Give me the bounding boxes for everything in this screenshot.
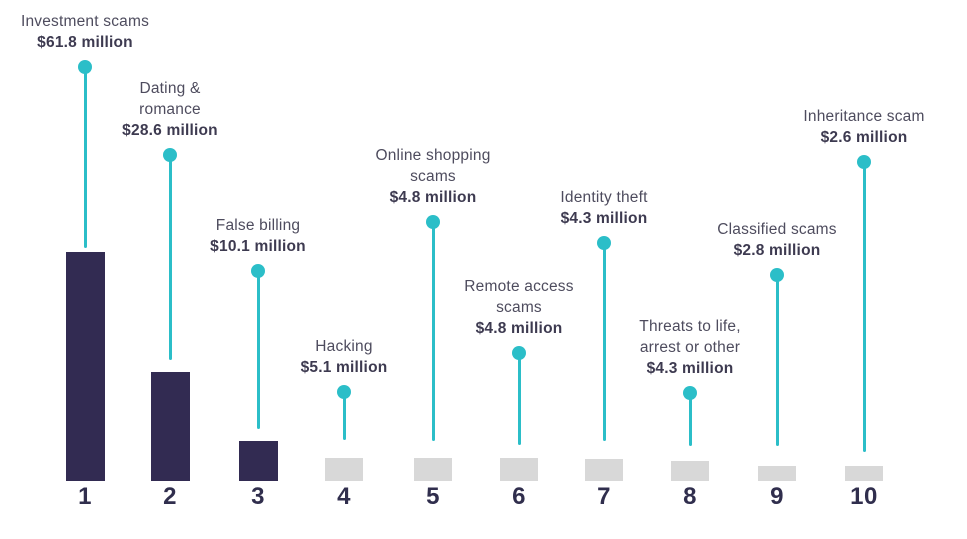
lollipop-dot [770,268,784,282]
lollipop-stem [342,392,346,440]
lollipop-dot [512,346,526,360]
scam-label-block: Inheritance scam $2.6 million [803,106,924,148]
lollipop-dot [683,386,697,400]
scam-label-block: Remote access scams $4.8 million [464,276,573,339]
scam-amount-label: $4.8 million [389,189,477,206]
scam-category-label: scams [496,299,542,316]
lollipop-dot [251,264,265,278]
value-bar-light [325,458,363,481]
scam-category-label: scams [410,168,456,185]
rank-label: 5 [426,483,440,510]
scam-label-block: Dating & romance $28.6 million [122,78,218,141]
value-bar-light [758,466,796,481]
value-bar-light [414,458,452,481]
rank-label: 9 [770,483,784,510]
rank-label: 7 [597,483,611,510]
value-bar-light [500,458,538,481]
scam-category-label: Dating & [139,80,201,97]
rank-label: 3 [251,483,265,510]
lollipop-dot [597,236,611,250]
scam-amount-label: $4.3 million [560,210,648,227]
lollipop-stem [602,243,606,441]
scam-category-label: Identity theft [560,189,648,206]
rank-label: 2 [163,483,177,510]
scam-amount-label: $4.8 million [475,320,563,337]
scam-label-block: Classified scams $2.8 million [717,219,836,261]
lollipop-dot [337,385,351,399]
lollipop-dot [78,60,92,74]
rank-label: 8 [683,483,697,510]
scam-amount-label: $28.6 million [122,122,218,139]
scam-category-label: Threats to life, [639,318,741,335]
value-bar-light [845,466,883,481]
lollipop-stem [168,155,172,360]
scam-category-label: Online shopping [375,147,491,164]
scam-category-label: False billing [215,217,301,234]
lollipop-stem [862,162,866,452]
scam-amount-label: $2.6 million [820,129,908,146]
scam-amount-label: $4.3 million [646,360,734,377]
lollipop-stem [517,353,521,445]
lollipop-dot [426,215,440,229]
rank-label: 4 [337,483,351,510]
lollipop-dot [857,155,871,169]
scam-label-block: Threats to life, arrest or other $4.3 mill… [639,316,740,379]
value-bar-light [585,459,623,481]
scam-category-label: Inheritance scam [803,108,925,125]
scam-category-label: Hacking [315,338,373,355]
scam-category-label: Investment scams [20,13,150,30]
scam-category-label: Remote access [464,278,574,295]
scam-amount-label: $2.8 million [733,242,821,259]
value-bar-dark [65,252,105,481]
lollipop-stem [688,393,692,446]
lollipop-stem [256,271,260,429]
rank-label: 10 [850,483,878,510]
scam-amount-label: $10.1 million [210,238,306,255]
lollipop-stem [775,275,779,446]
scam-label-block: Online shopping scams $4.8 million [375,145,490,208]
scam-label-block: Identity theft $4.3 million [560,187,647,229]
scam-amount-label: $5.1 million [300,359,388,376]
lollipop-dot [163,148,177,162]
scam-label-block: Hacking $5.1 million [301,336,388,378]
scam-category-label: Classified scams [717,221,837,238]
scam-category-label: romance [139,101,201,118]
scam-category-label: arrest or other [639,339,741,356]
scam-amount-label: $61.8 million [37,34,133,51]
lollipop-stem [431,222,435,441]
scam-label-block: False billing $10.1 million [210,215,306,257]
lollipop-stem [83,67,87,248]
rank-label: 6 [512,483,526,510]
rank-label: 1 [78,483,92,510]
scam-label-block: Investment scams $61.8 million [21,11,149,53]
value-bar-dark [150,372,190,481]
value-bar-dark [238,441,278,481]
value-bar-light [671,461,709,481]
